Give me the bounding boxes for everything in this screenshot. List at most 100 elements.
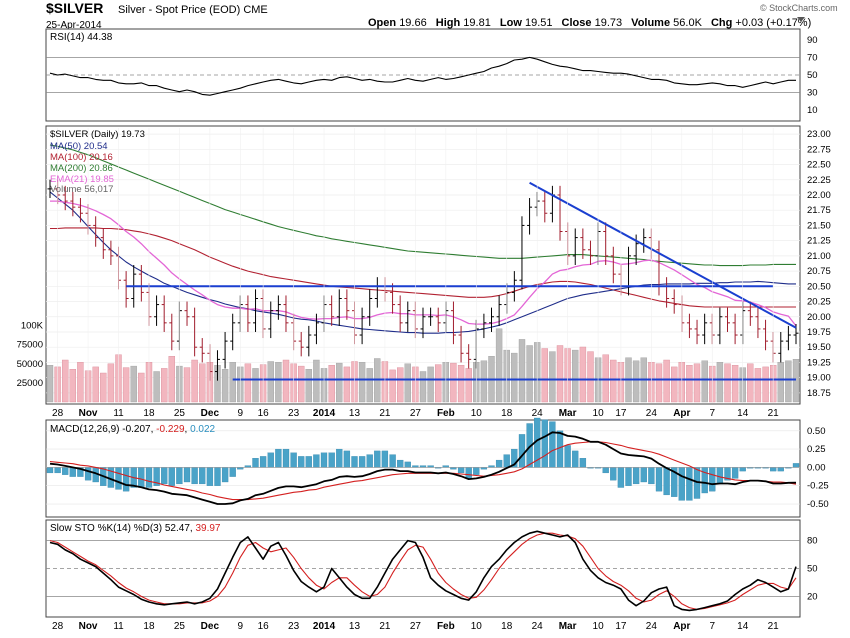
volume-tick-label: 100K [21, 321, 44, 332]
volume-bar [100, 372, 107, 403]
macd-histogram-bar [115, 467, 122, 490]
volume-bar [602, 354, 609, 403]
macd-histogram-bar [792, 463, 800, 468]
x-tick-label-bottom: Mar [559, 621, 577, 632]
macd-histogram-bar [465, 467, 472, 479]
volume-bar [160, 368, 168, 403]
macd-histogram-bar [69, 467, 76, 477]
macd-histogram-bar [617, 467, 625, 488]
stochastic-layer: 20 50 80 28 Nov 11 18 25 Dec 9 16 23 2014 13 21 27 Feb 10… [46, 530, 818, 632]
volume-bar [511, 352, 518, 403]
sto-legend-prefix: Slow STO %K(14) %D(3) [50, 523, 162, 534]
volume-bar [495, 328, 503, 403]
macd-histogram-bar [625, 467, 632, 486]
volume-bar [701, 360, 708, 403]
ohlc-bar [724, 307, 730, 332]
price-tick-label: 20.25 [807, 297, 831, 308]
macd-tick-label: -0.25 [807, 481, 829, 492]
volume-bar [267, 361, 274, 403]
price-tick-label: 21.75 [807, 205, 831, 216]
price-tick-label: 22.75 [807, 144, 831, 155]
price-legend: $SILVER (Daily) 19.73 MA(50) 20.54 MA(10… [50, 129, 145, 195]
ohlc-bar [435, 307, 441, 332]
instrument-subtitle: Silver - Spot Price (EOD) [118, 4, 240, 16]
legend-ma50: MA(50) 20.54 [50, 141, 108, 152]
macd-histogram-bar [739, 467, 746, 472]
macd-histogram-bar [640, 467, 647, 483]
ohlc-bar [336, 289, 342, 326]
ohlc-bar [755, 307, 761, 339]
close-label: Close [562, 17, 592, 29]
price-tick-label: 19.00 [807, 373, 831, 384]
macd-histogram-bar [206, 467, 214, 486]
x-tick-label-bottom: 16 [258, 621, 270, 632]
dropdown-icon[interactable] [797, 17, 805, 22]
ohlc-bar [686, 313, 692, 339]
volume-bar [518, 339, 526, 403]
sto-legend-d: 39.97 [195, 523, 220, 534]
macd-tick-label: 0.00 [807, 462, 826, 473]
volume-bar [77, 362, 84, 403]
ohlc-bar [367, 289, 373, 326]
x-tick-label-bottom: 2014 [313, 621, 336, 632]
price-tick-label: 19.50 [807, 342, 831, 353]
macd-histogram-bar [313, 454, 320, 468]
ohlc-bar [268, 301, 274, 339]
volume-bar [343, 366, 351, 403]
ohlc-bar [306, 325, 312, 357]
price-tick-label: 21.50 [807, 220, 831, 231]
x-tick-label-bottom: Dec [201, 621, 220, 632]
ohlc-bar [77, 198, 83, 223]
ohlc-bar [785, 325, 791, 351]
macd-histogram-bar [770, 467, 777, 472]
volume-bar [198, 363, 206, 403]
price-tick-label: 19.25 [807, 357, 831, 368]
volume-bar [792, 359, 800, 403]
macd-histogram-bar [716, 467, 724, 485]
ohlc-bar [405, 301, 411, 332]
macd-histogram-bar [290, 452, 297, 468]
rsi-layer: 10 30 50 70 90 [46, 35, 818, 116]
macd-histogram-bar [457, 467, 465, 474]
macd-histogram-bar [564, 445, 571, 468]
macd-histogram-bar [381, 450, 389, 468]
x-axis: 28 Nov 11 18 25 Dec 9 16 23 2014 13 21 27 Feb 10 18 24 Ma… [52, 408, 779, 419]
macd-histogram-bar [305, 456, 312, 468]
ohlc-bar [138, 265, 144, 302]
ohlc-bar [108, 240, 114, 265]
x-tick-label-bottom: 18 [143, 621, 155, 632]
volume-bar [358, 362, 366, 403]
macd-tick-label: 0.50 [807, 426, 826, 437]
macd-histogram-bar [259, 456, 267, 468]
macd-histogram-bar [122, 467, 130, 492]
price-tick-label: 20.75 [807, 266, 831, 277]
macd-histogram-bar [282, 448, 290, 468]
ohlc-bar [169, 313, 175, 351]
volume-bar [731, 365, 739, 403]
ohlc-bar [313, 313, 319, 345]
volume-bar [754, 368, 762, 403]
macd-histogram-bar [503, 454, 510, 468]
volume-bar [526, 345, 533, 403]
exchange: CME [243, 4, 267, 16]
ohlc-bar [275, 295, 281, 320]
x-tick-label-bottom: Nov [79, 621, 98, 632]
macd-histogram-bar [366, 454, 373, 468]
ohlc-bar [763, 319, 769, 351]
ohlc-bar [344, 289, 350, 320]
macd-histogram-bar [161, 467, 168, 485]
price-tick-label: 21.25 [807, 236, 831, 247]
volume-bar [785, 360, 792, 403]
x-tick-label: 9 [238, 408, 244, 419]
volume-bar [549, 351, 556, 403]
ohlc-bar [542, 191, 548, 223]
volume-bar [107, 363, 115, 403]
ohlc-bar [230, 313, 236, 351]
ohlc-bar [192, 307, 198, 357]
ohlc-bar [580, 228, 586, 259]
x-tick-label-bottom: 13 [349, 621, 361, 632]
macd-histogram-bar [731, 467, 739, 479]
sto-legend-k: 52.47 [165, 523, 190, 534]
volume-bar [130, 365, 137, 403]
